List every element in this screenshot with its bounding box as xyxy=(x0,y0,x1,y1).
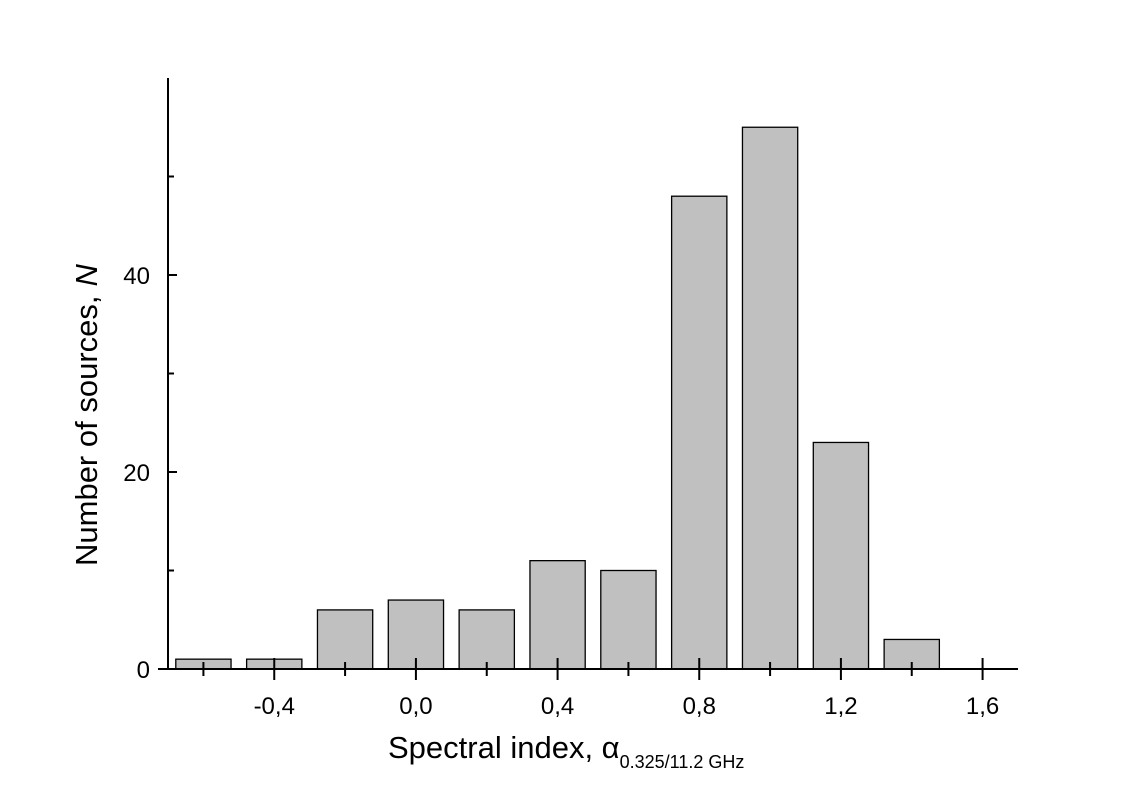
x-tick-label: 1,6 xyxy=(966,693,999,720)
y-axis-label: Number of sources, N xyxy=(69,264,104,567)
bar xyxy=(529,560,586,670)
x-tick-label: 1,2 xyxy=(824,693,857,720)
x-label-main: Spectral index, α xyxy=(388,730,620,765)
bar xyxy=(387,599,445,670)
x-tick-label: 0,4 xyxy=(541,693,574,720)
y-tick-label: 40 xyxy=(123,263,150,290)
bar xyxy=(316,609,374,670)
bar xyxy=(600,569,657,670)
bar xyxy=(812,441,870,670)
x-tick-label: 0,8 xyxy=(683,693,716,720)
bar xyxy=(741,126,799,670)
y-label-main: Number of sources, xyxy=(69,296,104,567)
x-tick-label: 0,0 xyxy=(399,693,432,720)
bar xyxy=(458,609,516,670)
x-tick-label: -0,4 xyxy=(254,693,295,720)
bar xyxy=(670,195,728,670)
y-tick-label: 0 xyxy=(137,657,150,684)
x-axis-label: Spectral index, α0.325/11.2 GHz xyxy=(388,730,744,772)
y-label-italic: N xyxy=(69,264,104,287)
y-tick-label: 20 xyxy=(123,460,150,487)
x-label-subscript: 0.325/11.2 GHz xyxy=(620,752,745,772)
